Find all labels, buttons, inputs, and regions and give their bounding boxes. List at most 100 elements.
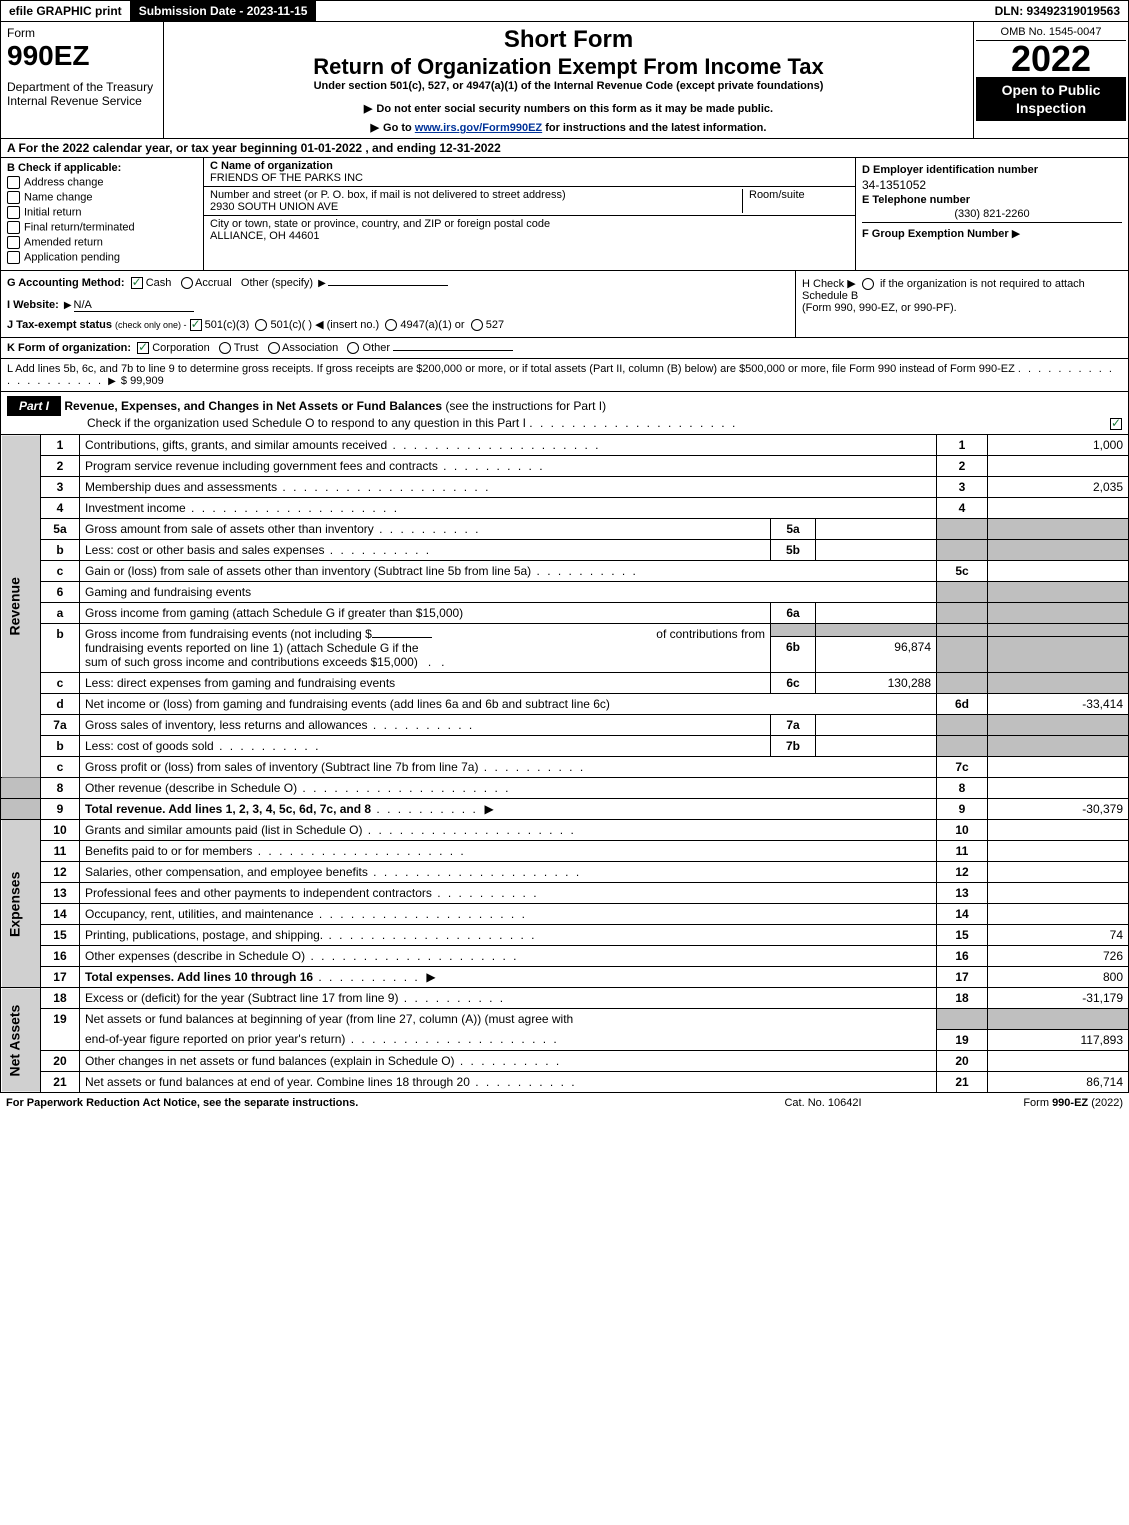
irs-link[interactable]: www.irs.gov/Form990EZ [415, 122, 542, 134]
open-public-inspection: Open to Public Inspection [976, 77, 1126, 121]
row-15: 15 Printing, publications, postage, and … [1, 925, 1129, 946]
c-addr-label: Number and street (or P. O. box, if mail… [210, 189, 736, 201]
footer-left: For Paperwork Reduction Act Notice, see … [6, 1097, 723, 1109]
chk-501c[interactable] [255, 319, 267, 331]
row-13: 13 Professional fees and other payments … [1, 883, 1129, 904]
row-4: 4 Investment income 4 [1, 498, 1129, 519]
form-number: 990EZ [7, 40, 157, 72]
chk-address[interactable]: Address change [7, 176, 197, 189]
footer-right: Form 990-EZ (2022) [923, 1097, 1123, 1109]
form-id-box: Form 990EZ Department of the Treasury In… [1, 22, 164, 138]
l-text: L Add lines 5b, 6c, and 7b to line 9 to … [7, 363, 1015, 375]
dept-label: Department of the Treasury Internal Reve… [7, 80, 157, 108]
row-10: Expenses 10 Grants and similar amounts p… [1, 820, 1129, 841]
chk-final[interactable]: Final return/terminated [7, 221, 197, 234]
c-name-row: C Name of organization FRIENDS OF THE PA… [204, 158, 855, 187]
k-label: K Form of organization: [7, 342, 131, 354]
e-label: E Telephone number [862, 194, 1122, 206]
row-k: K Form of organization: Corporation Trus… [0, 338, 1129, 359]
chk-4947[interactable] [385, 319, 397, 331]
j-label: J Tax-exempt status [7, 319, 112, 331]
row-16: 16 Other expenses (describe in Schedule … [1, 946, 1129, 967]
row-21: 21 Net assets or fund balances at end of… [1, 1071, 1129, 1092]
footer: For Paperwork Reduction Act Notice, see … [0, 1093, 1129, 1113]
row-19b: end-of-year figure reported on prior yea… [1, 1029, 1129, 1050]
chk-assoc[interactable] [268, 342, 280, 354]
title-box: Short Form Return of Organization Exempt… [164, 22, 973, 138]
row-7c: c Gross profit or (loss) from sales of i… [1, 757, 1129, 778]
box-c: C Name of organization FRIENDS OF THE PA… [204, 158, 855, 270]
topbar-spacer [316, 1, 986, 21]
chk-527[interactable] [471, 319, 483, 331]
tax-year: 2022 [976, 41, 1126, 77]
row-a: A For the 2022 calendar year, or tax yea… [0, 139, 1129, 158]
part-i-sub: Check if the organization used Schedule … [87, 416, 526, 430]
bullet-ssn: Do not enter social security numbers on … [170, 102, 967, 115]
form-header: Form 990EZ Department of the Treasury In… [0, 22, 1129, 139]
j-row: J Tax-exempt status (check only one) - 5… [7, 318, 789, 331]
tab-revenue: Revenue [1, 435, 41, 778]
chk-501c3[interactable] [190, 319, 202, 331]
under-section: Under section 501(c), 527, or 4947(a)(1)… [170, 80, 967, 92]
c-city-value: ALLIANCE, OH 44601 [210, 230, 849, 242]
c-name-label: C Name of organization [210, 160, 849, 172]
row-6a: a Gross income from gaming (attach Sched… [1, 603, 1129, 624]
row-6: 6 Gaming and fundraising events [1, 582, 1129, 603]
footer-catalog: Cat. No. 10642I [723, 1097, 923, 1109]
i-row: I Website: N/A [7, 299, 789, 312]
tab-expenses: Expenses [1, 820, 41, 988]
top-bar: efile GRAPHIC print Submission Date - 20… [0, 0, 1129, 22]
year-box: OMB No. 1545-0047 2022 Open to Public In… [973, 22, 1128, 138]
row-6b: b Gross income from fundraising events (… [1, 624, 1129, 636]
row-12: 12 Salaries, other compensation, and emp… [1, 862, 1129, 883]
row-14: 14 Occupancy, rent, utilities, and maint… [1, 904, 1129, 925]
other-specify-line[interactable] [328, 285, 448, 286]
gi-left: G Accounting Method: Cash Accrual Other … [1, 271, 795, 337]
chk-amended[interactable]: Amended return [7, 236, 197, 249]
g-row: G Accounting Method: Cash Accrual Other … [7, 277, 789, 289]
row-17: 17 Total expenses. Add lines 10 through … [1, 967, 1129, 988]
chk-cash[interactable] [131, 277, 143, 289]
chk-trust[interactable] [219, 342, 231, 354]
g-label: G Accounting Method: [7, 277, 125, 289]
chk-corp[interactable] [137, 342, 149, 354]
part-i-table: Revenue 1 Contributions, gifts, grants, … [0, 435, 1129, 1093]
part-i-title: Revenue, Expenses, and Changes in Net As… [64, 399, 442, 413]
chk-h[interactable] [862, 278, 874, 290]
row-5c: c Gain or (loss) from sale of assets oth… [1, 561, 1129, 582]
f-label: F Group Exemption Number [862, 228, 1009, 240]
box-deh: D Employer identification number 34-1351… [855, 158, 1128, 270]
return-title: Return of Organization Exempt From Incom… [170, 54, 967, 80]
part-i-header: Part I Revenue, Expenses, and Changes in… [0, 392, 1129, 435]
b-header: B Check if applicable: [7, 162, 197, 174]
c-room-label: Room/suite [743, 189, 849, 213]
row-1: Revenue 1 Contributions, gifts, grants, … [1, 435, 1129, 456]
submission-date: Submission Date - 2023-11-15 [131, 1, 317, 21]
row-9: 9 Total revenue. Add lines 1, 2, 3, 4, 5… [1, 799, 1129, 820]
form-word: Form [7, 26, 157, 40]
h-text3: (Form 990, 990-EZ, or 990-PF). [802, 302, 957, 314]
efile-label[interactable]: efile GRAPHIC print [1, 1, 131, 21]
row-18: Net Assets 18 Excess or (deficit) for th… [1, 988, 1129, 1009]
chk-name[interactable]: Name change [7, 191, 197, 204]
row-6d: d Net income or (loss) from gaming and f… [1, 694, 1129, 715]
other-line[interactable] [393, 350, 513, 351]
chk-sched-o[interactable] [1110, 418, 1122, 430]
chk-initial[interactable]: Initial return [7, 206, 197, 219]
l-amount: $ 99,909 [121, 375, 164, 387]
c-addr-value: 2930 SOUTH UNION AVE [210, 201, 736, 213]
bullet-goto: Go to www.irs.gov/Form990EZ for instruct… [170, 121, 967, 134]
e-phone: (330) 821-2260 [862, 208, 1122, 220]
short-form-label: Short Form [170, 26, 967, 54]
chk-other[interactable] [347, 342, 359, 354]
h-box: H Check ▶ if the organization is not req… [795, 271, 1128, 337]
row-2: 2 Program service revenue including gove… [1, 456, 1129, 477]
row-20: 20 Other changes in net assets or fund b… [1, 1050, 1129, 1071]
chk-accrual[interactable] [181, 277, 193, 289]
section-b-h: B Check if applicable: Address change Na… [0, 158, 1129, 271]
box-b: B Check if applicable: Address change Na… [1, 158, 204, 270]
row-5a: 5a Gross amount from sale of assets othe… [1, 519, 1129, 540]
chk-pending[interactable]: Application pending [7, 251, 197, 264]
f-row: F Group Exemption Number ▶ [862, 222, 1122, 240]
row-7b: b Less: cost of goods sold 7b [1, 736, 1129, 757]
